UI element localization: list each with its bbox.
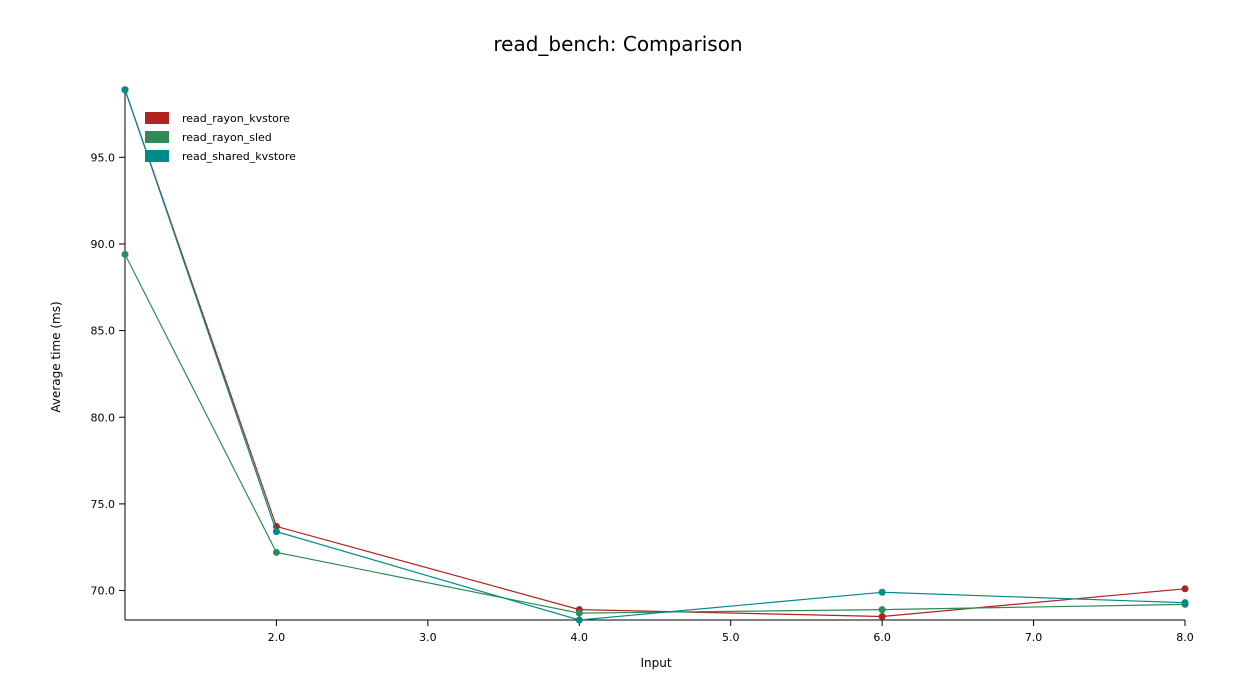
x-axis-label: Input <box>640 656 671 670</box>
series-line <box>124 89 1186 621</box>
y-tick-label: 90.0 <box>91 238 116 251</box>
data-point <box>1181 585 1189 593</box>
data-point <box>878 588 886 596</box>
series-read_rayon_kvstore <box>121 86 1189 621</box>
x-tick-label: 5.0 <box>722 631 740 644</box>
x-tick-label: 8.0 <box>1176 631 1194 644</box>
legend-label: read_rayon_kvstore <box>182 112 290 125</box>
axes: 70.0 75.0 80.0 85.0 90.0 95.0 2.0 3.0 4.0 5.0 6.0 7… <box>91 88 1194 644</box>
y-tick-label: 95.0 <box>91 151 116 164</box>
legend-item: read_rayon_kvstore <box>145 112 290 125</box>
series-read_shared_kvstore <box>121 86 1189 624</box>
x-tick-label: 7.0 <box>1025 631 1043 644</box>
data-point <box>272 548 280 556</box>
y-tick-label: 80.0 <box>91 411 116 424</box>
x-tick-label: 3.0 <box>419 631 437 644</box>
y-tick-label: 75.0 <box>91 498 116 511</box>
series-line <box>124 254 1186 614</box>
legend-item: read_shared_kvstore <box>145 150 296 163</box>
data-point <box>878 606 886 614</box>
data-point <box>878 613 886 621</box>
series-layer <box>121 86 1189 624</box>
data-point <box>1181 599 1189 607</box>
data-point <box>575 609 583 617</box>
data-point <box>575 616 583 624</box>
series-line <box>124 89 1186 618</box>
legend-swatch <box>145 112 169 124</box>
data-point <box>272 528 280 536</box>
data-point <box>121 86 129 94</box>
y-tick-label: 70.0 <box>91 585 116 598</box>
y-tick-label: 85.0 <box>91 325 116 338</box>
x-tick-label: 4.0 <box>571 631 589 644</box>
legend-swatch <box>145 150 169 162</box>
legend-item: read_rayon_sled <box>145 131 272 144</box>
legend-label: read_shared_kvstore <box>182 150 296 163</box>
x-tick-label: 2.0 <box>268 631 286 644</box>
data-point <box>121 250 129 258</box>
x-tick-label: 6.0 <box>873 631 891 644</box>
chart-title: read_bench: Comparison <box>493 32 742 56</box>
legend: read_rayon_kvstore read_rayon_sled read_sh… <box>145 112 296 163</box>
legend-label: read_rayon_sled <box>182 131 272 144</box>
series-read_rayon_sled <box>121 250 1189 617</box>
y-axis-label: Average time (ms) <box>49 301 63 412</box>
legend-swatch <box>145 131 169 143</box>
